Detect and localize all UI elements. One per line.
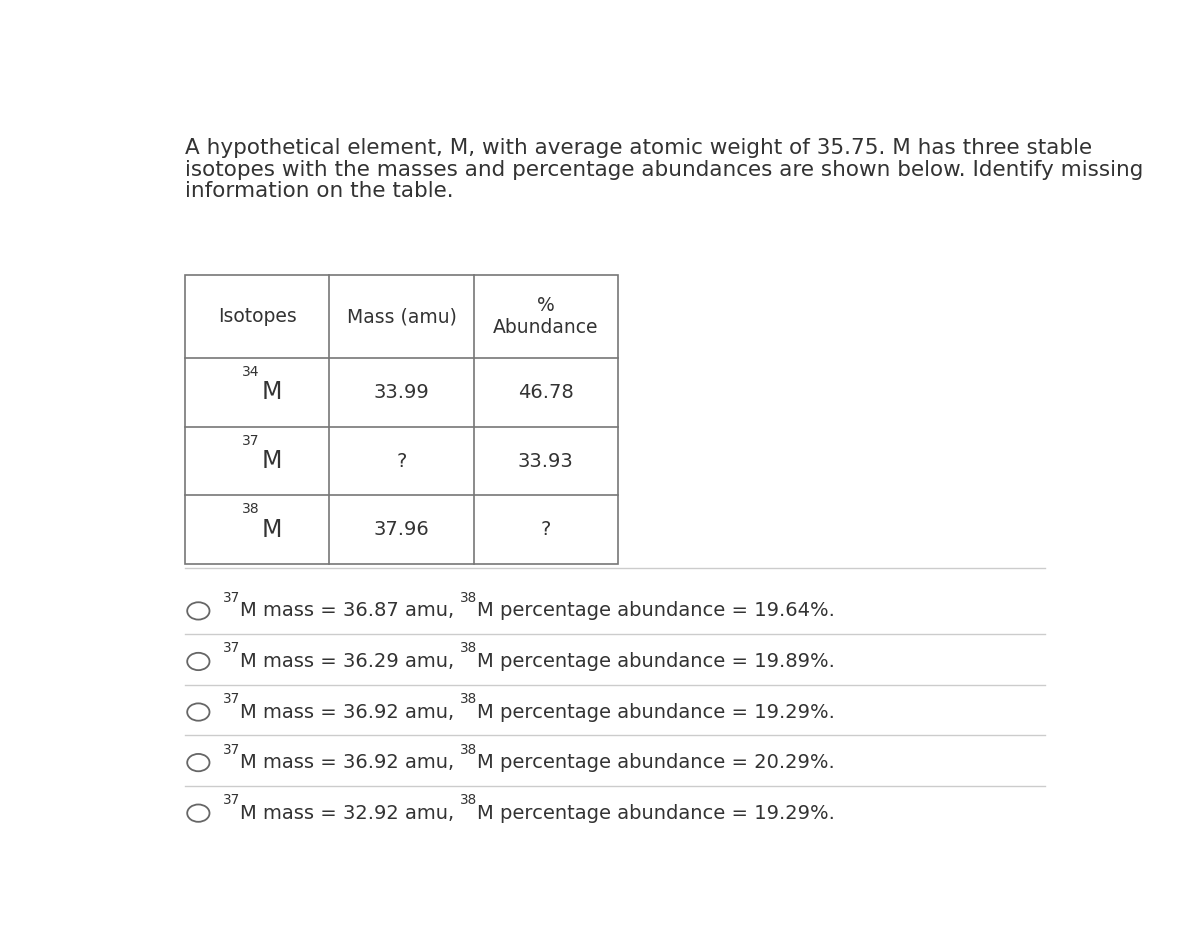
Text: M mass = 36.92 amu,: M mass = 36.92 amu,: [240, 753, 460, 772]
Text: 38: 38: [460, 591, 478, 605]
Text: M mass = 36.92 amu,: M mass = 36.92 amu,: [240, 703, 460, 721]
Text: 37: 37: [222, 692, 240, 706]
Circle shape: [187, 602, 210, 620]
Text: 38: 38: [460, 743, 478, 757]
Text: 38: 38: [460, 794, 478, 808]
Circle shape: [187, 805, 210, 822]
Text: 37: 37: [241, 434, 259, 447]
Text: 37: 37: [222, 642, 240, 656]
Text: 37: 37: [222, 743, 240, 757]
Text: information on the table.: information on the table.: [185, 181, 454, 201]
Text: 34: 34: [241, 365, 259, 379]
Text: 33.93: 33.93: [518, 451, 574, 471]
Text: 38: 38: [460, 642, 478, 656]
Text: M mass = 32.92 amu,: M mass = 32.92 amu,: [240, 804, 460, 823]
Bar: [185, 275, 618, 564]
Text: isotopes with the masses and percentage abundances are shown below. Identify mis: isotopes with the masses and percentage …: [185, 159, 1144, 179]
Text: 37.96: 37.96: [373, 521, 430, 539]
Text: A hypothetical element, M, with average atomic weight of 35.75. M has three stab: A hypothetical element, M, with average …: [185, 138, 1092, 158]
Text: M: M: [262, 449, 282, 473]
Text: ?: ?: [396, 451, 407, 471]
Text: Mass (amu): Mass (amu): [347, 307, 456, 326]
Text: %
Abundance: % Abundance: [493, 296, 599, 337]
Text: M percentage abundance = 19.64%.: M percentage abundance = 19.64%.: [478, 601, 835, 620]
Text: M mass = 36.29 amu,: M mass = 36.29 amu,: [240, 652, 460, 671]
Text: M percentage abundance = 19.29%.: M percentage abundance = 19.29%.: [478, 804, 835, 823]
Text: 46.78: 46.78: [518, 383, 574, 402]
Circle shape: [187, 653, 210, 670]
Text: 37: 37: [222, 794, 240, 808]
Text: 38: 38: [460, 692, 478, 706]
Circle shape: [187, 704, 210, 720]
Text: M percentage abundance = 19.89%.: M percentage abundance = 19.89%.: [478, 652, 835, 671]
Text: M percentage abundance = 19.29%.: M percentage abundance = 19.29%.: [478, 703, 835, 721]
Text: Isotopes: Isotopes: [218, 307, 296, 326]
Text: M mass = 36.87 amu,: M mass = 36.87 amu,: [240, 601, 460, 620]
Text: M percentage abundance = 20.29%.: M percentage abundance = 20.29%.: [478, 753, 835, 772]
Circle shape: [187, 754, 210, 771]
Text: M: M: [262, 518, 282, 541]
Text: 37: 37: [222, 591, 240, 605]
Text: ?: ?: [540, 521, 551, 539]
Text: 38: 38: [241, 503, 259, 517]
Text: 33.99: 33.99: [373, 383, 430, 402]
Text: M: M: [262, 381, 282, 404]
